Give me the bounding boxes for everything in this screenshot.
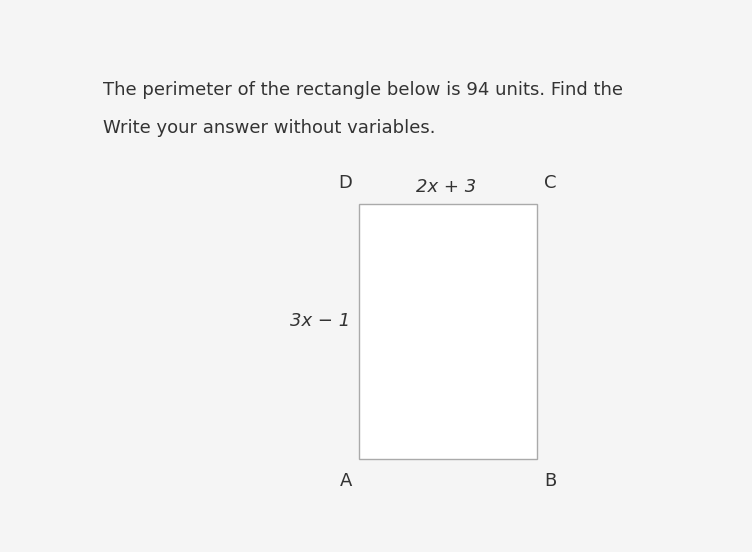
Text: 2x + 3: 2x + 3 [417,178,477,196]
Text: Write your answer without variables.: Write your answer without variables. [103,119,435,137]
Text: 3x − 1: 3x − 1 [290,312,350,330]
Text: The perimeter of the rectangle below is 94 units. Find the: The perimeter of the rectangle below is … [103,81,623,99]
Bar [359,204,537,459]
Text: C: C [544,174,556,192]
Text: D: D [338,174,352,192]
Text: B: B [544,472,556,490]
Text: A: A [340,472,352,490]
